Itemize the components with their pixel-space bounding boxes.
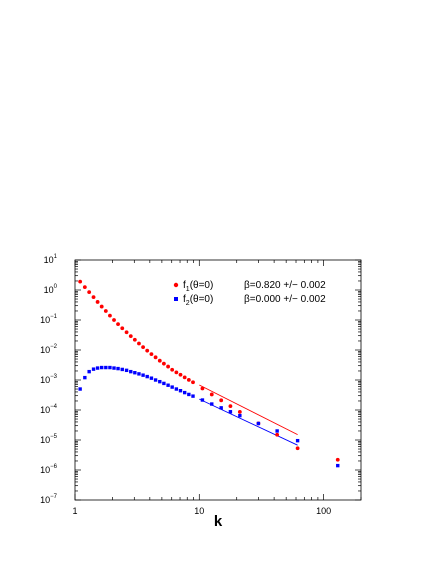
series-1-point [157,358,162,363]
series-2-point [174,387,179,391]
legend-marker-2 [174,297,178,301]
series-2-point [137,372,141,376]
fit-line-1 [199,384,298,436]
series-2-point [238,413,242,418]
y-tick-label: 10−2 [40,344,58,355]
series-1-point [295,446,300,451]
series-1-point [108,313,112,318]
y-tick-label: 10−5 [40,434,58,445]
series-2-point [256,421,261,426]
y-tick-label: 10−4 [40,404,58,415]
series-1-point [87,290,92,295]
series-1-point [182,375,187,380]
series-2-point [124,368,129,373]
series-1-point [82,285,87,289]
x-axis-title: k [214,513,223,530]
series-1-point [137,341,141,346]
series-2-point [83,375,87,380]
series-1-point [141,345,145,349]
series-2-point [153,378,158,382]
series-2-point [141,373,145,377]
series-2-point [336,463,340,468]
series-2-point [112,366,116,370]
series-1-point [124,330,129,335]
series-1-point [166,364,170,369]
y-tick-label: 10−6 [40,464,58,475]
series-1-point [200,386,205,391]
series-1-point [186,377,191,382]
fit-lines [199,384,298,446]
series-2-point [129,369,133,374]
axis-ticks: 1 10 100 101 100 10−1 10−2 10−3 10−4 10−5 10−6 10−7 [40,254,362,516]
x-tick-label: 1 [72,506,77,516]
series-2-point [78,387,82,391]
series-2-point [108,365,112,370]
series-2-point [104,365,108,370]
legend-fit-text-1: β=0.820 +/− 0.002 [244,280,326,291]
series-2-point [200,398,205,402]
series-2-point [210,402,214,406]
x-tick-label: 100 [316,506,331,516]
series-2-point [162,381,166,386]
series-2-point [100,365,104,370]
series-2-point [191,394,195,398]
series-1-point [145,348,150,353]
series-2-point [295,438,300,443]
series-1-point [99,304,104,309]
series-2-point [166,383,170,387]
series-1-point [78,279,83,284]
y-tick-label: 101 [44,254,58,265]
series-1-point [103,309,108,313]
series-2-point [95,366,100,370]
series-1-point [128,334,133,339]
series-2-point [133,371,137,375]
series-1-point [237,409,242,414]
series-2-point [116,366,120,371]
legend-marker-1 [173,282,179,288]
y-tick-label: 10−1 [40,314,58,325]
series-1-point [91,295,96,299]
series-2-point [178,388,183,393]
legend-label-2: f2(θ=0) [183,294,213,307]
series-2-point [91,367,96,371]
series-1-point [219,398,224,403]
series-1-point [153,355,158,360]
series-1-point [95,300,100,304]
series-1-point [178,372,183,377]
series-1-point [174,370,179,375]
legend: f1(θ=0) β=0.820 +/− 0.002 f2(θ=0) β=0.000 +… [173,280,326,307]
series-1-point [120,326,125,331]
series-2-point [219,406,223,410]
series-2-point [158,379,162,384]
series-1-point [335,457,340,462]
series-1-point [170,367,175,372]
series-1-point [209,392,214,397]
series-2-point [149,376,154,380]
series-1-point [228,404,233,408]
y-tick-label: 100 [44,284,58,295]
series-2-point [87,369,91,374]
series-1-point [149,352,154,357]
series-1-point [112,318,116,322]
series-1-point [275,432,280,437]
series-2-point [187,392,191,397]
y-tick-label: 10−7 [40,494,58,505]
series-1-point [161,361,166,366]
series-2-point [120,367,124,372]
series-1-point [191,380,195,385]
series-2-point [170,385,174,389]
fit-line-2 [199,398,298,446]
series-1-point [116,322,120,327]
series-2-point [182,390,187,395]
series-2-point [275,429,279,433]
legend-fit-text-2: β=0.000 +/− 0.002 [244,294,326,305]
series-2-point [145,374,149,379]
data-points [78,279,340,468]
series-2-point [228,410,233,414]
legend-label-1: f1(θ=0) [183,280,213,293]
series-1-point [132,337,137,342]
y-tick-label: 10−3 [40,374,58,385]
x-tick-label: 10 [194,506,204,516]
